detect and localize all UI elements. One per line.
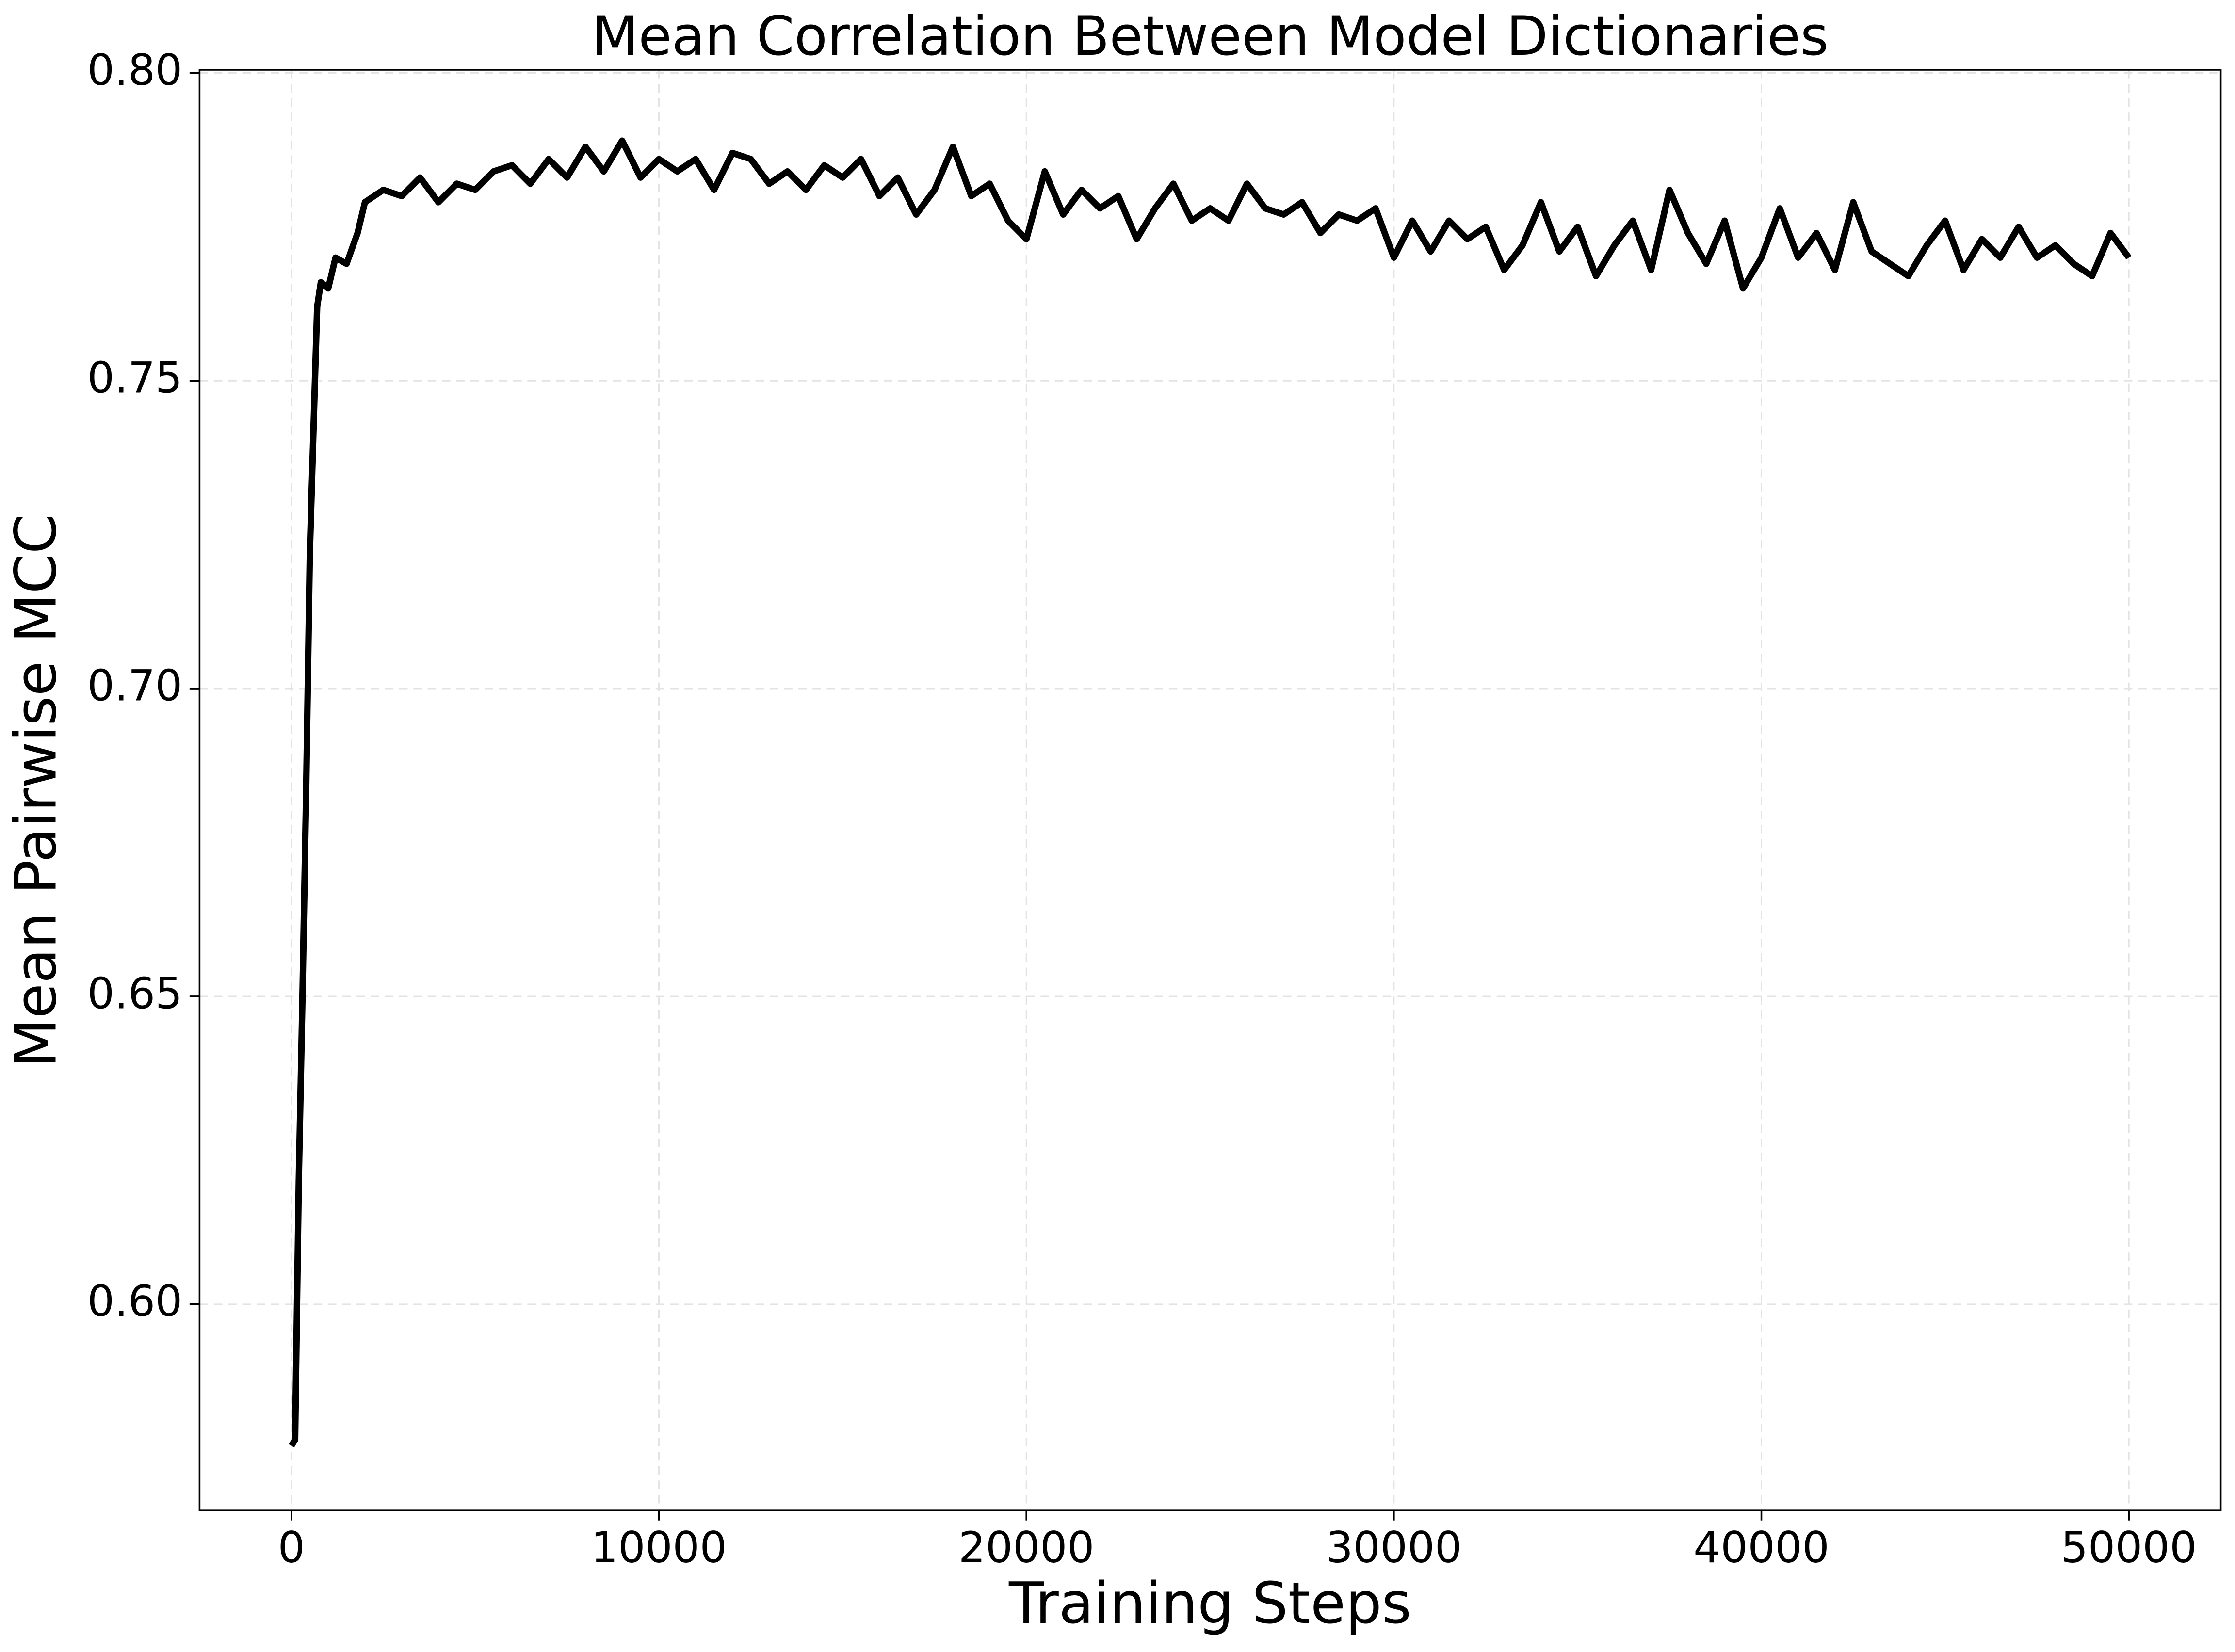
y-tick-label: 0.75 xyxy=(87,353,182,403)
y-tick-label: 0.80 xyxy=(87,45,182,95)
chart-title: Mean Correlation Between Model Dictionar… xyxy=(592,5,1829,68)
x-tick-label: 40000 xyxy=(1693,1523,1829,1572)
plot-frame xyxy=(198,69,2222,1511)
y-tick-label: 0.70 xyxy=(87,660,182,710)
data-line xyxy=(289,137,2132,1448)
x-tick-label: 20000 xyxy=(958,1523,1094,1572)
y-tick-label: 0.65 xyxy=(87,968,182,1018)
y-axis-label: Mean Pairwise MCC xyxy=(3,514,69,1068)
x-tick-label: 10000 xyxy=(591,1523,727,1572)
x-tick-label: 30000 xyxy=(1326,1523,1462,1572)
x-axis-label: Training Steps xyxy=(1008,1570,1411,1636)
y-tick-label: 0.60 xyxy=(87,1276,182,1326)
x-tick-label: 50000 xyxy=(2061,1523,2197,1572)
x-tick-label: 0 xyxy=(278,1523,305,1572)
